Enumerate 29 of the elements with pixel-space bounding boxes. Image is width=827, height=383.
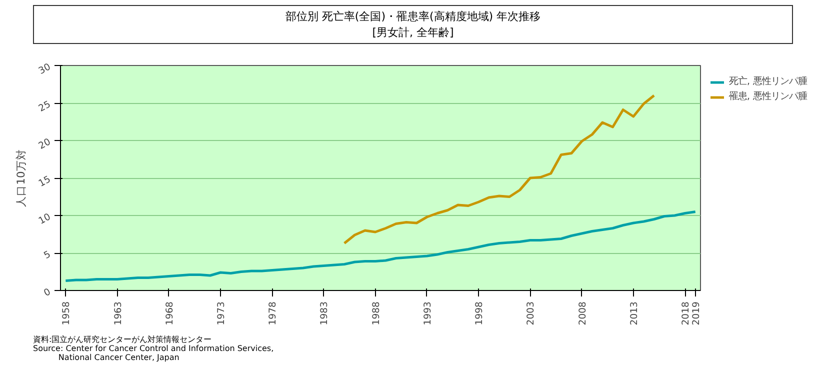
text: National Cancer Center, Japan bbox=[58, 353, 180, 362]
y-tick-label: 20 bbox=[36, 136, 53, 152]
x-tick-label: 2013 bbox=[628, 301, 640, 326]
x-tick-label: 1968 bbox=[164, 301, 176, 326]
x-tick-label: 1978 bbox=[268, 301, 279, 326]
x-tick-label: 1958 bbox=[61, 301, 72, 326]
x-tick-label: 2019 bbox=[690, 301, 702, 326]
text: 資料:国立がん研究センターがん対策情報センター bbox=[33, 335, 212, 344]
y-tick-label: 25 bbox=[36, 99, 53, 114]
x-tick-label: 1973 bbox=[216, 301, 227, 326]
y-tick-label: 5 bbox=[42, 249, 53, 262]
x-tick-label: 2018 bbox=[680, 301, 692, 326]
x-tick-label: 1993 bbox=[422, 301, 434, 326]
chart-title: 部位別 死亡率(全国)・罹患率(高精度地域) 年次推移 bbox=[285, 10, 541, 23]
y-axis-title: 人口10万対 bbox=[14, 149, 28, 207]
y-tick-label: 15 bbox=[36, 174, 53, 190]
chart-subtitle: [男女計, 全年齢] bbox=[372, 26, 454, 39]
x-tick-label: 2003 bbox=[526, 301, 537, 326]
x-tick-label: 1988 bbox=[370, 301, 382, 326]
y-tick-label: 0 bbox=[42, 286, 53, 300]
x-tick-label: 1998 bbox=[474, 301, 486, 326]
x-tick-label: 2008 bbox=[577, 301, 588, 326]
legend-label: 死亡, 悪性リンパ腫 bbox=[729, 75, 807, 88]
x-tick-label: 1963 bbox=[112, 301, 124, 326]
source-note: Source: Center for Cancer Control and Information Services, bbox=[33, 344, 274, 353]
x-tick-label: 1983 bbox=[319, 301, 330, 326]
legend-label: 罹患, 悪性リンパ腫 bbox=[729, 90, 807, 103]
y-tick-label: 10 bbox=[36, 212, 53, 227]
y-tick-label: 30 bbox=[36, 62, 53, 77]
